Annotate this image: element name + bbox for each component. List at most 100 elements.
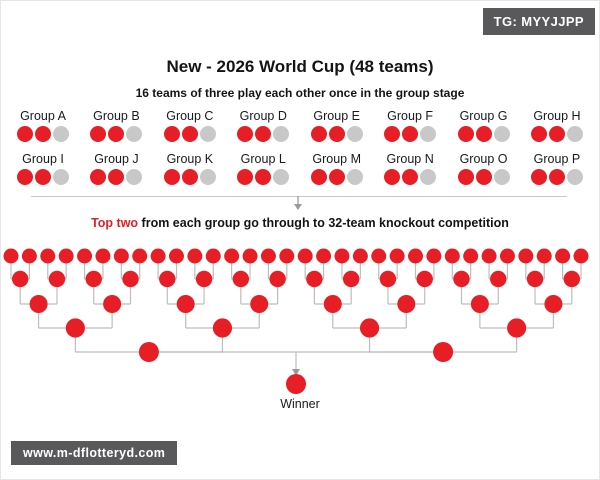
advancing-team-dot: [457, 169, 474, 185]
team-dot: [113, 248, 129, 264]
group-dots: [450, 126, 518, 142]
team-dot: [159, 270, 176, 288]
team-dot: [77, 248, 93, 264]
group-cell: Group M: [303, 152, 371, 185]
eliminated-team-dot: [273, 126, 290, 142]
advancing-team-dot: [108, 126, 125, 142]
team-dot: [260, 248, 276, 264]
team-dot: [563, 270, 581, 288]
advancing-team-dot: [17, 169, 33, 185]
eliminated-team-dot: [566, 169, 583, 185]
eliminated-team-dot: [199, 169, 216, 185]
eliminated-team-dot: [346, 126, 363, 142]
team-dot: [555, 248, 571, 264]
team-dot: [29, 295, 48, 313]
group-stage: Group A Group B Group C Group D Group E Group…: [9, 109, 591, 195]
telegram-badge: TG: MYYJJPP: [482, 8, 595, 35]
team-dot: [195, 270, 213, 288]
advancing-team-dot: [548, 169, 565, 185]
advancing-team-dot: [475, 126, 492, 142]
team-dot: [334, 248, 350, 264]
group-dots: [523, 126, 591, 142]
caption-rest: from each group go through to 32-team kn…: [138, 216, 509, 230]
team-dot: [397, 295, 416, 313]
advancing-team-dot: [237, 169, 254, 185]
group-cell: Group K: [156, 152, 224, 185]
group-cell: Group F: [376, 109, 444, 142]
advancing-team-dot: [530, 126, 547, 142]
group-dots: [156, 169, 224, 185]
advancing-team-dot: [35, 126, 51, 142]
team-dot: [269, 270, 286, 288]
advancing-team-dot: [163, 169, 180, 185]
advancing-team-dot: [90, 126, 107, 142]
team-dot: [499, 248, 515, 264]
team-dot: [187, 248, 203, 264]
group-cell: Group E: [303, 109, 371, 142]
team-dot: [408, 248, 424, 264]
team-dot: [371, 248, 387, 264]
team-dot: [359, 318, 380, 338]
team-dot: [416, 270, 433, 288]
team-dot: [306, 270, 323, 288]
team-dot: [122, 270, 139, 288]
group-cell: Group D: [229, 109, 297, 142]
knockout-bracket: [3, 248, 589, 394]
advancing-team-dot: [163, 126, 180, 142]
section-divider: [31, 196, 567, 197]
group-label: Group C: [166, 109, 214, 123]
team-dot: [433, 342, 454, 362]
group-dots: [9, 169, 77, 185]
group-label: Group F: [387, 109, 434, 123]
eliminated-team-dot: [566, 126, 583, 142]
advancing-team-dot: [402, 126, 419, 142]
team-dot: [40, 248, 56, 264]
advancing-team-dot: [17, 126, 33, 142]
down-arrow-icon: [292, 369, 300, 376]
advancing-team-dot: [328, 169, 345, 185]
advancing-team-dot: [35, 169, 51, 185]
eliminated-team-dot: [126, 169, 143, 185]
eliminated-team-dot: [126, 126, 143, 142]
advancing-team-dot: [108, 169, 125, 185]
group-cell: Group N: [376, 152, 444, 185]
team-dot: [150, 248, 166, 264]
eliminated-team-dot: [53, 169, 69, 185]
eliminated-team-dot: [493, 126, 510, 142]
team-dot: [389, 248, 405, 264]
eliminated-team-dot: [420, 169, 437, 185]
group-label: Group B: [93, 109, 140, 123]
advancing-team-dot: [310, 126, 327, 142]
advancing-team-dot: [181, 169, 198, 185]
team-dot: [58, 248, 74, 264]
group-label: Group P: [533, 152, 581, 166]
group-cell: Group C: [156, 109, 224, 142]
advancing-team-dot: [310, 169, 327, 185]
website-badge: www.m-dflotteryd.com: [11, 441, 178, 465]
down-arrow-icon: [294, 196, 302, 210]
advancing-team-dot: [328, 126, 345, 142]
group-row: Group I Group J Group K Group L Group M Group…: [9, 152, 591, 185]
group-dots: [450, 169, 518, 185]
subtitle: 16 teams of three play each other once i…: [135, 86, 465, 100]
eliminated-team-dot: [420, 126, 437, 142]
team-dot: [573, 248, 589, 264]
team-dot: [103, 295, 122, 313]
team-dot: [279, 248, 295, 264]
advancing-team-dot: [475, 169, 492, 185]
group-dots: [156, 126, 224, 142]
group-cell: Group O: [450, 152, 518, 185]
team-dot: [95, 248, 111, 264]
team-dot: [21, 248, 37, 264]
group-cell: Group B: [82, 109, 150, 142]
group-dots: [376, 126, 444, 142]
group-cell: Group J: [82, 152, 150, 185]
team-dot: [426, 248, 442, 264]
team-dot: [176, 295, 195, 313]
group-dots: [82, 169, 150, 185]
team-dot: [444, 248, 460, 264]
group-label: Group G: [459, 109, 508, 123]
team-dot: [316, 248, 332, 264]
advancing-team-dot: [530, 169, 547, 185]
